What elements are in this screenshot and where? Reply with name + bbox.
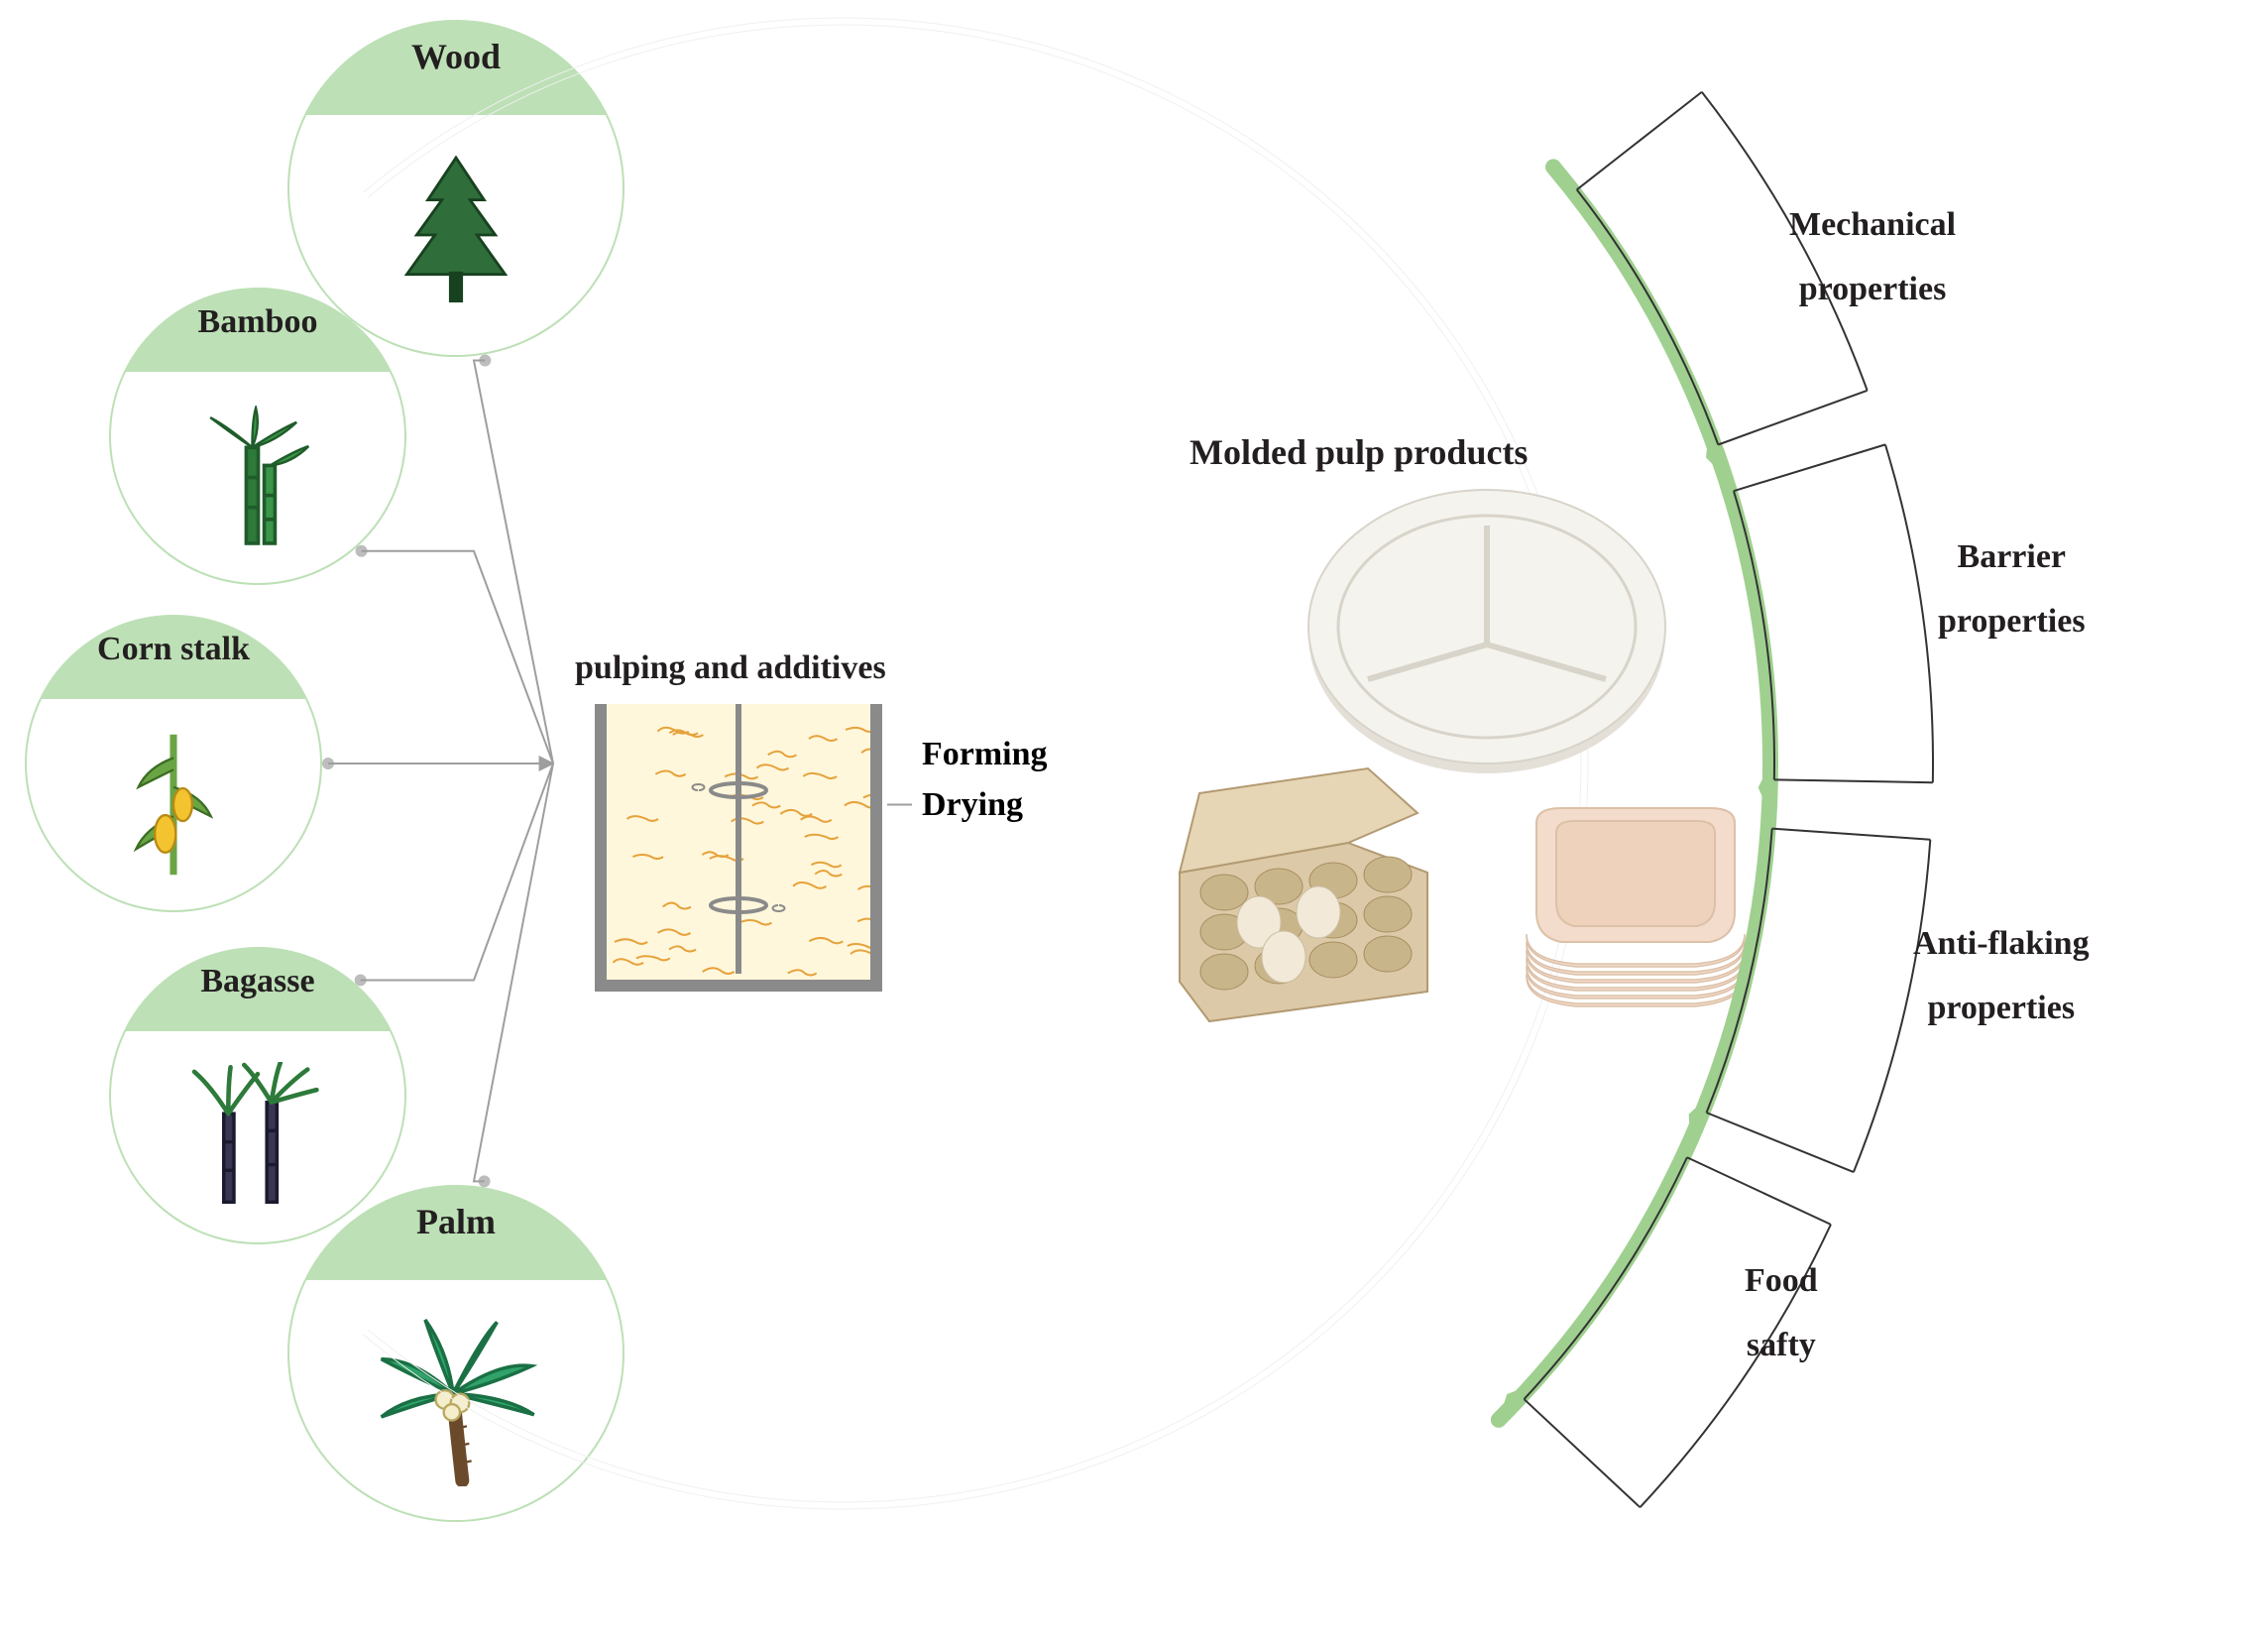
source-label-wood: Wood — [289, 22, 623, 115]
egg-carton-icon — [1180, 768, 1427, 1021]
source-label-cornstalk: Corn stalk — [27, 617, 320, 699]
property-mechanical-line1: Mechanical — [1789, 206, 1956, 243]
property-mechanical-line2: properties — [1799, 271, 1947, 307]
source-icon-bamboo — [111, 372, 404, 584]
forming-label: Forming — [922, 729, 1048, 779]
cornstalk-icon — [119, 723, 228, 886]
source-icon-cornstalk — [27, 699, 320, 911]
source-wood: Wood — [287, 20, 624, 357]
source-cornstalk: Corn stalk — [25, 615, 322, 912]
bagasse-icon — [178, 1062, 337, 1211]
source-icon-bagasse — [111, 1031, 404, 1243]
bowl-stack-icon — [1527, 808, 1745, 1006]
palm-icon — [370, 1313, 543, 1486]
forming-drying-label: Forming Drying — [922, 729, 1048, 830]
drying-label: Drying — [922, 779, 1048, 830]
bamboo-icon — [186, 406, 330, 549]
property-foodsafety: Food safty — [1745, 1249, 1818, 1377]
pulping-label: pulping and additives — [575, 649, 886, 687]
source-palm: Palm — [287, 1185, 624, 1522]
tank-svg — [595, 704, 882, 992]
property-foodsafety-line2: safty — [1747, 1327, 1816, 1363]
property-barrier: Barrier properties — [1938, 526, 2086, 653]
pulping-tank — [595, 704, 882, 992]
property-antiflaking-line1: Anti-flaking — [1913, 925, 2090, 962]
plate-icon — [1308, 490, 1665, 773]
source-label-bagasse: Bagasse — [111, 949, 404, 1031]
property-antiflaking-line2: properties — [1928, 990, 2076, 1026]
products-svg — [1120, 486, 1774, 1041]
source-bamboo: Bamboo — [109, 288, 406, 585]
products-title: Molded pulp products — [1190, 431, 1528, 473]
source-bagasse: Bagasse — [109, 947, 406, 1244]
property-antiflaking: Anti-flaking properties — [1913, 912, 2090, 1040]
wood-tree-icon — [382, 151, 530, 319]
property-barrier-line1: Barrier — [1958, 538, 2067, 575]
property-foodsafety-line1: Food — [1745, 1262, 1818, 1299]
property-barrier-line2: properties — [1938, 603, 2086, 640]
source-icon-palm — [289, 1280, 623, 1521]
property-mechanical: Mechanical properties — [1789, 193, 1956, 321]
products-area — [1120, 486, 1774, 1041]
